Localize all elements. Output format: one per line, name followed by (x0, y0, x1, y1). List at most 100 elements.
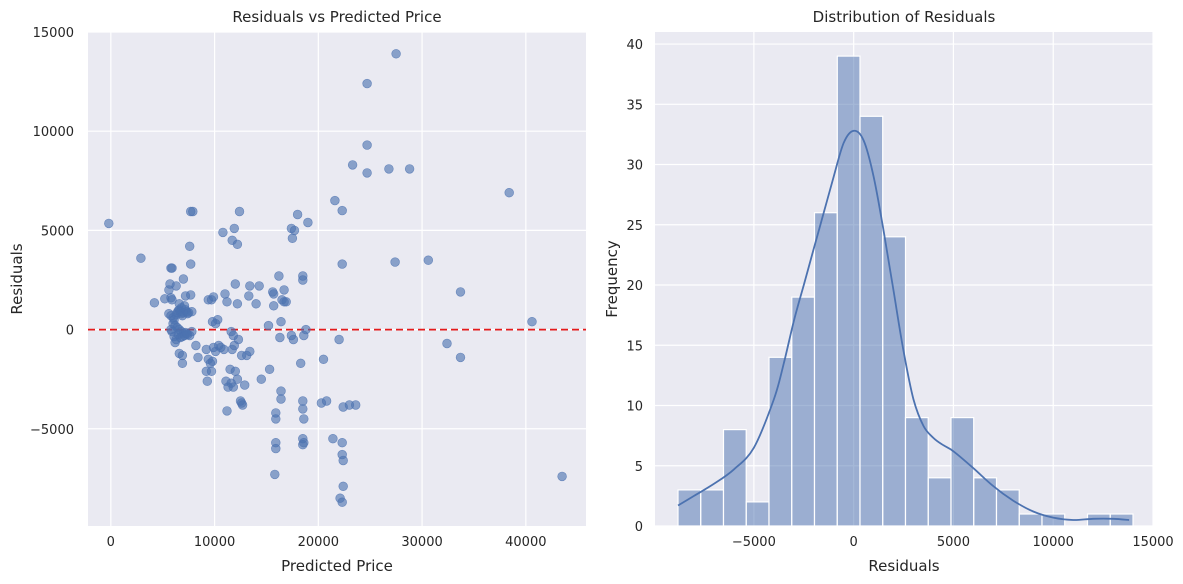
histogram-bar (745, 501, 770, 527)
scatter-point (229, 223, 240, 234)
scatter-point (245, 281, 255, 291)
scatter-point (218, 227, 228, 238)
scatter-point (227, 344, 237, 355)
scatter-point (423, 255, 433, 265)
scatter-point (232, 299, 243, 309)
scatter-point (318, 354, 329, 364)
scatter-point (232, 374, 243, 384)
scatter-point (181, 328, 192, 339)
scatter-point (292, 209, 303, 220)
histogram-y-tick-label: 25 (626, 219, 643, 234)
scatter-point (170, 337, 180, 348)
scatter-x-tick-label: 30000 (401, 535, 442, 550)
scatter-point (287, 233, 298, 244)
scatter-y-axis-label: Residuals (8, 243, 26, 314)
scatter-point (455, 287, 466, 297)
scatter-point (504, 188, 514, 198)
scatter-point (136, 253, 146, 263)
histogram-y-tick-labels: 0 5 10 15 20 25 30 35 40 (626, 38, 643, 535)
scatter-x-tick-label: 0 (107, 535, 115, 550)
scatter-y-tick-label: 0 (66, 324, 74, 339)
scatter-point (254, 281, 264, 291)
kde-curve (677, 129, 1130, 521)
scatter-point (279, 285, 289, 295)
scatter-point (178, 274, 189, 284)
scatter-point (337, 438, 347, 448)
scatter-point (289, 225, 300, 236)
scatter-point (271, 414, 281, 424)
scatter-point (347, 160, 358, 170)
scatter-point (202, 376, 213, 386)
scatter-point (236, 350, 247, 361)
scatter-y-tick-labels: −5000 0 5000 10000 15000 (30, 26, 74, 438)
scatter-point (177, 350, 188, 361)
scatter-points (104, 49, 567, 507)
scatter-point (166, 324, 176, 335)
scatter-point (338, 481, 348, 491)
scatter-y-tick-label: −5000 (30, 423, 74, 438)
scatter-point (232, 239, 243, 250)
histogram-y-tick-label: 10 (626, 400, 643, 415)
scatter-point (276, 386, 286, 396)
scatter-point (191, 340, 201, 351)
scatter-point (271, 443, 281, 454)
scatter-point (527, 317, 537, 327)
histogram-y-tick-label: 0 (635, 520, 643, 535)
scatter-point (270, 469, 280, 480)
histogram-kde (677, 129, 1130, 521)
scatter-point (391, 49, 401, 59)
histogram-x-tick-label: 5000 (937, 535, 970, 550)
scatter-point (188, 206, 198, 217)
scatter-x-axis-label: Predicted Price (281, 557, 393, 575)
histogram-y-tick-label: 15 (626, 339, 643, 354)
scatter-point (245, 346, 255, 357)
scatter-point (274, 271, 284, 281)
scatter-point (263, 320, 274, 331)
histogram-x-tick-labels: −5000 0 5000 10000 15000 (732, 535, 1174, 550)
scatter-point (244, 291, 254, 301)
scatter-y-tick-label: 10000 (33, 125, 74, 140)
scatter-point (240, 380, 250, 390)
histogram-x-tick-label: −5000 (732, 535, 776, 550)
histogram-bar (722, 429, 747, 527)
scatter-point (362, 168, 372, 178)
scatter-point (298, 440, 308, 450)
scatter-point (149, 298, 160, 308)
scatter-point (330, 195, 340, 206)
scatter-point (337, 259, 347, 269)
scatter-point (384, 164, 394, 174)
scatter-point (276, 317, 286, 327)
scatter-point (256, 374, 266, 384)
scatter-y-tick-label: 5000 (41, 224, 74, 239)
scatter-point (301, 324, 311, 335)
scatter-point (298, 275, 308, 285)
histogram-bar (768, 356, 793, 527)
histogram-bars (677, 55, 1134, 527)
scatter-point (186, 259, 196, 269)
scatter-point (269, 289, 279, 299)
scatter-point (207, 356, 218, 366)
scatter-point (442, 338, 452, 349)
scatter-point (286, 330, 297, 341)
scatter-point (279, 297, 289, 307)
scatter-point (298, 404, 308, 414)
histogram-x-tick-label: 0 (850, 535, 858, 550)
histogram-bar (904, 417, 929, 527)
scatter-point (328, 434, 338, 444)
scatter-point (362, 140, 372, 150)
histogram-bar (677, 489, 702, 527)
histogram-y-tick-label: 35 (626, 98, 643, 113)
histogram-bar (791, 296, 816, 527)
scatter-x-tick-label: 40000 (505, 535, 546, 550)
scatter-point (208, 292, 219, 302)
histogram-bar (700, 489, 725, 527)
scatter-point (177, 358, 188, 368)
scatter-point (337, 497, 347, 507)
scatter-point (104, 218, 114, 229)
scatter-point (228, 382, 239, 392)
histogram-bar (836, 55, 861, 527)
histogram-x-tick-label: 10000 (1033, 535, 1074, 550)
scatter-point (404, 164, 415, 174)
histogram-bar (1086, 513, 1111, 527)
scatter-point (351, 400, 361, 410)
